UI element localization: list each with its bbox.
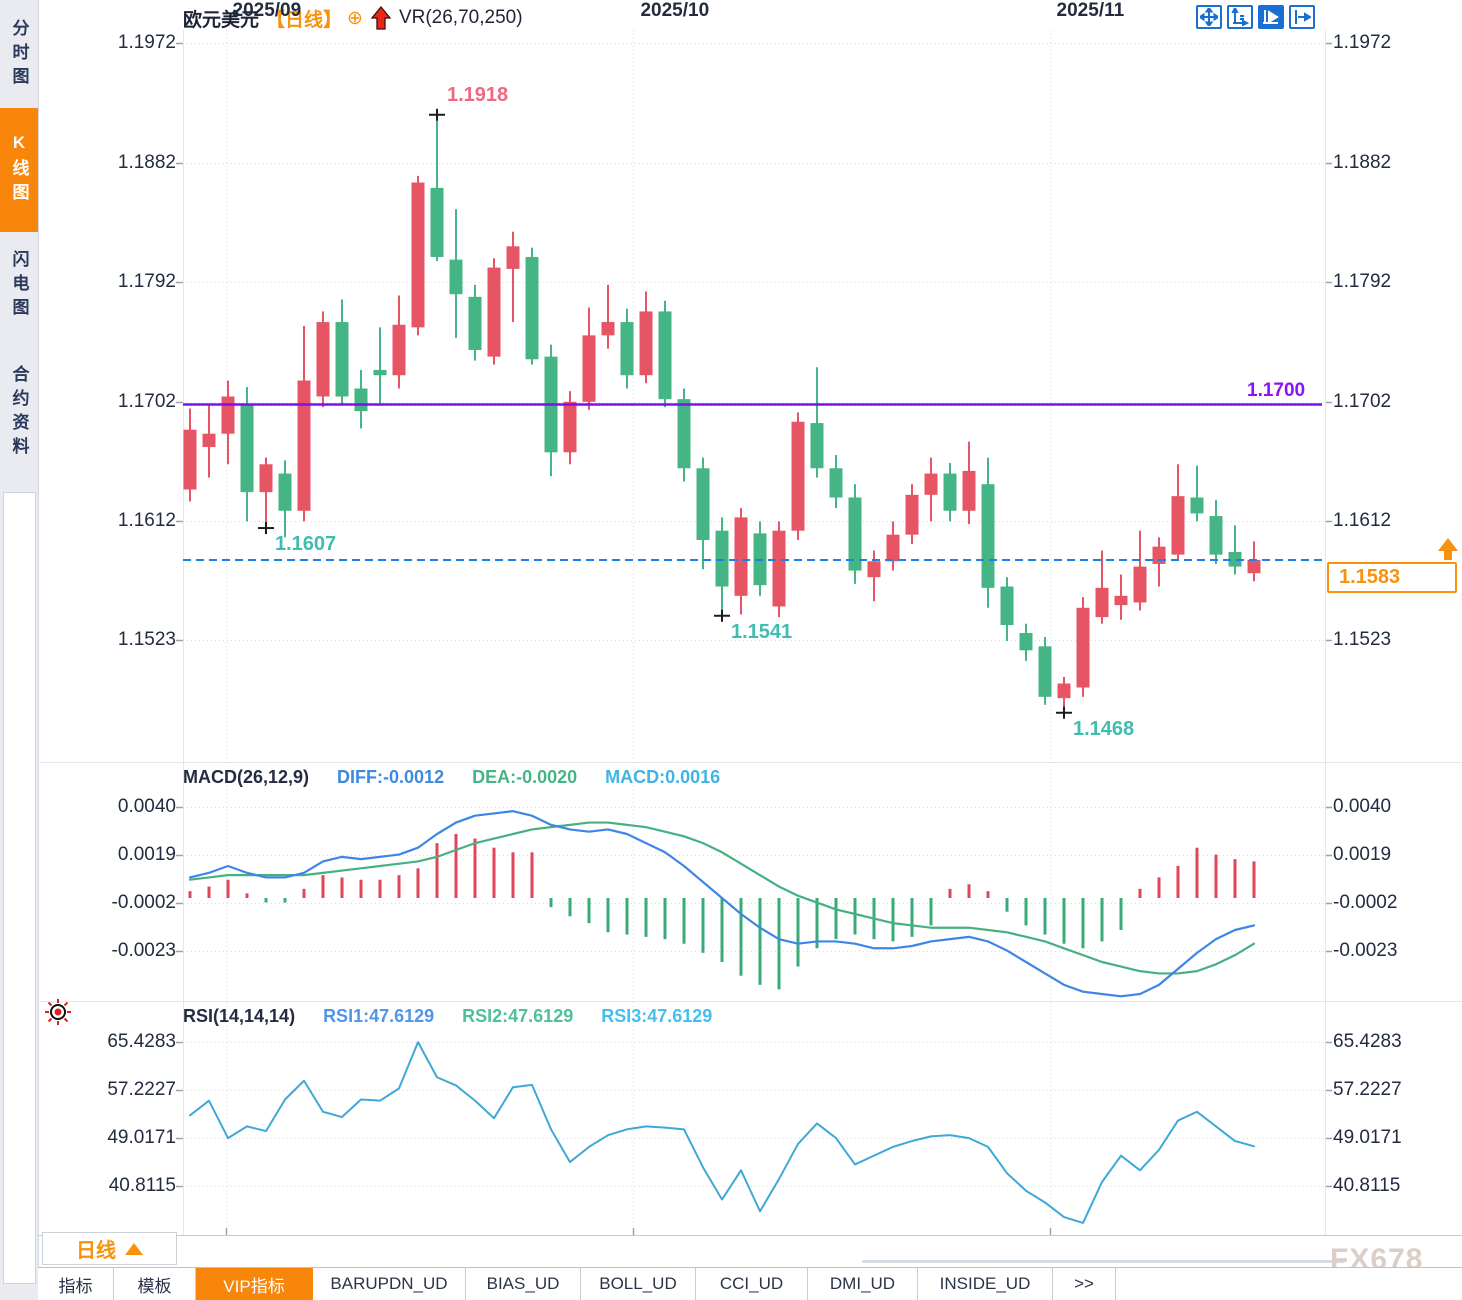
hline-price-label: 1.1700 [1247, 380, 1306, 401]
period-tag: 【日线】 [266, 9, 343, 31]
auto-follow-icon[interactable] [1258, 5, 1284, 29]
sidebar-panel [3, 492, 36, 1284]
tab-bias-ud[interactable]: BIAS_UD [466, 1268, 581, 1300]
tab-cci-ud[interactable]: CCI_UD [696, 1268, 808, 1300]
macd-header: MACD(26,12,9) DIFF:-0.0012 DEA:-0.0020 M… [183, 767, 720, 788]
indicator-name: VR(26,70,250) [398, 7, 523, 28]
rsi3-value: RSI3:47.6129 [601, 1006, 713, 1026]
tab-barupdn-ud[interactable]: BARUPDN_UD [313, 1268, 466, 1300]
indicator-settings-icon[interactable] [44, 998, 72, 1026]
red-up-arrow-icon [370, 5, 392, 30]
tab-vip-indicators[interactable]: VIP指标 [196, 1268, 313, 1300]
pan-crosshair-icon[interactable] [1196, 5, 1222, 29]
period-selector[interactable]: 日线 [42, 1232, 177, 1265]
chart-title: 欧元美元 【日线】 ⊕ VR(26,70,250) [183, 5, 523, 31]
sidebar-item-flash-chart[interactable]: 闪电图 [9, 250, 29, 322]
shift-right-icon[interactable] [1289, 5, 1315, 29]
current-price-tag: 1.1583 [1327, 562, 1457, 593]
tab-inside-ud[interactable]: INSIDE_UD [918, 1268, 1053, 1300]
macd-diff-value: DIFF:-0.0012 [337, 767, 445, 787]
chart-scrollbar[interactable] [862, 1260, 1345, 1263]
tab-boll-ud[interactable]: BOLL_UD [581, 1268, 696, 1300]
sidebar-item-timeline-chart[interactable]: 分时图 [9, 19, 29, 91]
sidebar: 分时图 K线图 闪电图 合约资料 [0, 0, 39, 1300]
compare-plus-icon[interactable]: ⊕ [347, 7, 363, 29]
chart-toolbar [1196, 5, 1315, 29]
sidebar-item-kline-chart[interactable]: K线图 [0, 108, 38, 232]
triangle-up-icon [125, 1242, 143, 1255]
macd-dea-value: DEA:-0.0020 [472, 767, 578, 787]
period-selector-label: 日线 [76, 1240, 116, 1262]
tab-dmi-ud[interactable]: DMI_UD [808, 1268, 918, 1300]
rsi2-value: RSI2:47.6129 [462, 1006, 574, 1026]
tab-templates[interactable]: 模板 [114, 1268, 196, 1300]
rsi-header: RSI(14,14,14) RSI1:47.6129 RSI2:47.6129 … [183, 1006, 712, 1027]
macd-title: MACD(26,12,9) [183, 767, 310, 787]
tab-indicators[interactable]: 指标 [38, 1268, 114, 1300]
rsi1-value: RSI1:47.6129 [323, 1006, 435, 1026]
symbol-name: 欧元美元 [183, 9, 260, 31]
axis-scale-icon[interactable] [1227, 5, 1253, 29]
rsi-title: RSI(14,14,14) [183, 1006, 296, 1026]
tab-more[interactable]: >> [1053, 1268, 1116, 1300]
sidebar-item-contract-info[interactable]: 合约资料 [9, 365, 29, 461]
macd-macd-value: MACD:0.0016 [605, 767, 721, 787]
indicator-tabbar: 指标 模板 VIP指标 BARUPDN_UD BIAS_UD BOLL_UD C… [38, 1267, 1462, 1300]
